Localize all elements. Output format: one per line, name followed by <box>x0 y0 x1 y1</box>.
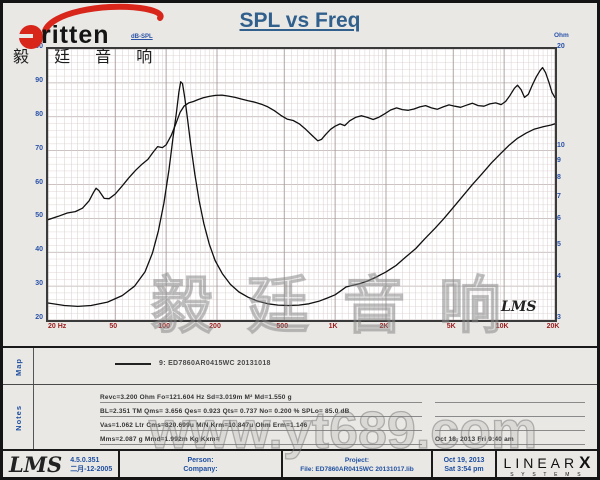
report-time: Sat 3:54 pm <box>444 466 484 473</box>
footer-date-cell: Oct 19, 2013 Sat 3:54 pm <box>433 451 497 477</box>
left-axis-unit-label: dB-SPL <box>131 34 153 40</box>
note-line <box>435 403 585 417</box>
x-tick-label: 2K <box>379 323 389 330</box>
notes-side-column: Oct 18, 2013 Fri 9:40 am <box>435 389 585 445</box>
file-name: File: ED7860AR0415WC 20131017.lib <box>300 466 414 473</box>
right-axis-unit-label: Ohm <box>554 32 569 39</box>
y-left-tick-label: 20 <box>35 314 43 321</box>
footer-version-cell: LMS 4.5.0.351 二月-12-2005 <box>3 451 120 477</box>
y-left-tick-label: 60 <box>35 178 43 186</box>
map-row-label: Map <box>3 348 34 386</box>
app-version: 4.5.0.351 <box>70 457 100 464</box>
lms-logo: LMS <box>9 452 63 477</box>
y-left-tick-label: 80 <box>35 110 43 118</box>
app-version-date: 二月-12-2005 <box>70 466 113 473</box>
brand-chinese-text: 毅 廷 音 响 <box>13 47 163 66</box>
person-label: Person: <box>187 457 214 464</box>
note-line: Mms=2.087 g Mmd=1.992m Kg Kxm= <box>100 431 422 445</box>
x-tick-label: 500 <box>276 323 289 330</box>
y-left-tick-label: 30 <box>35 280 43 288</box>
x-tick-label: 1K <box>328 323 338 330</box>
x-tick-label: 20 Hz <box>48 323 67 330</box>
note-line <box>435 389 585 403</box>
page-title: SPL vs Freq <box>239 9 361 32</box>
x-tick-label: 20K <box>546 323 560 330</box>
legend-line-swatch <box>115 362 151 365</box>
notes-row: Notes Revc=3.200 Ohm Fo=121.604 Hz Sd=3.… <box>3 384 597 450</box>
footer-bar: LMS 4.5.0.351 二月-12-2005 Person: Company… <box>3 449 597 478</box>
note-line: Revc=3.200 Ohm Fo=121.604 Hz Sd=3.019m M… <box>100 389 422 403</box>
y-right-tick-label: 7 <box>557 192 561 200</box>
y-left-tick-label: 50 <box>35 212 43 220</box>
footer-person-cell: Person: Company: <box>120 451 283 477</box>
y-right-tick-label: 5 <box>557 241 561 249</box>
note-date-line: Oct 18, 2013 Fri 9:40 am <box>435 431 585 445</box>
y-right-tick-label: 9 <box>557 157 561 165</box>
x-tick-label: 50 <box>109 323 118 330</box>
legend-text: 9: ED7860AR0415WC 20131018 <box>159 360 271 367</box>
y-right-tick-label: 8 <box>557 173 561 181</box>
x-tick-label: 200 <box>209 323 221 330</box>
notes-row-label: Notes <box>3 385 34 450</box>
company-label: Company: <box>183 466 218 473</box>
chart-zone: Ohm dB-SPL LMS 100 90 80 70 60 50 40 30 20 20 10 9 8… <box>3 3 597 347</box>
note-line: BL=2.351 TM Qms= 3.656 Qes= 0.923 Qts= 0… <box>100 403 422 417</box>
note-line: Vas=1.062 Ltr Cms=820.699u M/N Krm=10.84… <box>100 417 422 431</box>
curve-legend: 9: ED7860AR0415WC 20131018 <box>115 360 271 367</box>
y-left-tick-label: 90 <box>35 76 43 84</box>
x-tick-label: 10K <box>495 323 509 330</box>
linearx-logo: LINEAR X <box>503 452 591 472</box>
y-right-tick-label: 10 <box>557 142 565 149</box>
plot-area <box>46 47 557 322</box>
y-left-tick-label: 40 <box>35 246 43 254</box>
notes-parameters: Revc=3.200 Ohm Fo=121.604 Hz Sd=3.019m M… <box>100 389 422 445</box>
x-tick-label: 5K <box>446 323 456 330</box>
y-right-tick-label: 20 <box>557 43 565 50</box>
x-tick-label: 100 <box>158 323 170 330</box>
report-date: Oct 19, 2013 <box>443 457 485 464</box>
brand-swoosh-icon <box>15 3 164 49</box>
y-left-tick-label: 70 <box>35 144 43 152</box>
y-right-tick-label: 3 <box>557 314 561 321</box>
footer-linearx-cell: LINEAR X S Y S T E M S <box>497 451 597 478</box>
note-line <box>435 417 585 431</box>
brand-logo: ritten 毅 廷 音 响 <box>7 3 177 66</box>
y-right-tick-label: 6 <box>557 214 561 222</box>
footer-project-cell: Project: File: ED7860AR0415WC 20131017.l… <box>283 451 433 477</box>
map-row: Map 9: ED7860AR0415WC 20131018 <box>3 346 597 386</box>
spl-impedance-plot <box>48 49 555 320</box>
brand-text: ritten <box>41 21 110 49</box>
linearx-systems-text: S Y S T E M S <box>510 471 584 478</box>
y-right-tick-label: 4 <box>557 272 561 280</box>
lms-watermark-chart: LMS <box>501 299 537 315</box>
project-label: Project: <box>344 457 370 464</box>
